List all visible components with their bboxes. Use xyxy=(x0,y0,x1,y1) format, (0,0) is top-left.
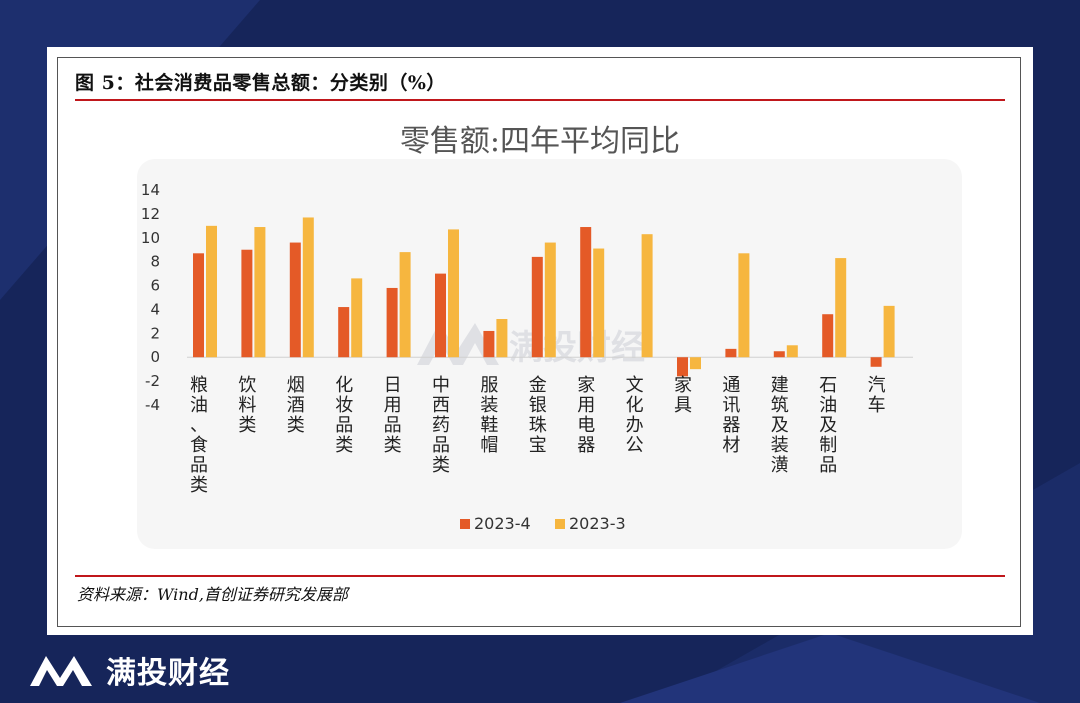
x-category-label: 烟酒类 xyxy=(287,375,305,436)
bar-2023-4 xyxy=(725,348,737,358)
brand-name: 满投财经 xyxy=(106,656,230,691)
bar-2023-4 xyxy=(822,314,834,358)
bar-2023-3 xyxy=(593,248,605,358)
figure-frame xyxy=(57,57,1021,627)
legend-label-2023-3: 2023-3 xyxy=(569,514,626,533)
watermark-text: 满投财经 xyxy=(509,328,645,368)
bar-2023-4 xyxy=(386,287,398,358)
y-tick-label: 14 xyxy=(141,181,160,199)
x-category-label: 金银珠宝 xyxy=(529,375,547,456)
bar-2023-3 xyxy=(544,242,556,358)
x-category-label: 汽车 xyxy=(868,375,886,416)
source-divider xyxy=(75,575,1005,577)
bar-2023-3 xyxy=(690,357,701,370)
chart: 满投财经 零售额:四年平均同比 14 12 10 8 6 4 2 0 -2 -4 粮油、食品类 饮料类 烟酒… xyxy=(137,124,962,549)
bar-2023-3 xyxy=(448,229,459,358)
y-tick-label: 4 xyxy=(150,300,160,318)
legend-label-2023-4: 2023-4 xyxy=(474,514,531,533)
x-category-label: 服装鞋帽 xyxy=(480,375,498,456)
bar-2023-3 xyxy=(738,253,750,358)
bar-2023-3 xyxy=(351,278,363,358)
bar-2023-3 xyxy=(399,252,411,358)
bar-2023-3 xyxy=(496,319,508,358)
bar-2023-4 xyxy=(435,273,446,358)
x-category-label: 饮料类 xyxy=(238,375,256,436)
y-tick-label: 10 xyxy=(141,229,160,247)
bar-2023-3 xyxy=(883,305,895,358)
x-category-label: 家用电器 xyxy=(577,375,595,456)
y-tick-label: 8 xyxy=(150,253,160,271)
bar-2023-3 xyxy=(835,258,847,358)
bar-2023-4 xyxy=(483,330,495,358)
bar-2023-4 xyxy=(677,357,688,377)
y-tick-label: 6 xyxy=(150,277,160,295)
figure-title: 图 5：社会消费品零售总额：分类别（%） xyxy=(75,72,446,94)
brand-logo: 满投财经 xyxy=(26,648,230,692)
y-tick-label: 0 xyxy=(150,348,160,366)
bar-2023-3 xyxy=(786,345,798,358)
title-underline xyxy=(75,99,1005,101)
x-category-label: 中西药品类 xyxy=(432,375,450,476)
x-category-label: 通讯器材 xyxy=(722,375,740,456)
y-tick-label: 12 xyxy=(141,205,160,223)
bar-2023-4 xyxy=(773,351,785,358)
bar-2023-4 xyxy=(580,227,592,358)
y-tick-label: -2 xyxy=(145,372,160,390)
legend-swatch-2023-4 xyxy=(460,519,470,529)
bar-2023-4 xyxy=(531,256,543,358)
legend-swatch-2023-3 xyxy=(555,519,565,529)
y-tick-label: 2 xyxy=(150,324,160,342)
source-note: 资料来源：Wind,首创证券研究发展部 xyxy=(77,585,348,604)
x-category-label: 粮油、食品类 xyxy=(190,375,208,496)
x-category-label: 家具 xyxy=(674,375,692,416)
bar-2023-3 xyxy=(254,227,266,358)
x-category-label: 建筑及装潢 xyxy=(771,375,789,476)
figure-card: 图 5：社会消费品零售总额：分类别（%） 满投财经 零售额:四年平均同比 14 12 1… xyxy=(47,47,1033,635)
bar-2023-4 xyxy=(289,242,301,358)
bar-2023-4 xyxy=(870,357,882,367)
bar-2023-4 xyxy=(241,249,253,358)
bar-2023-3 xyxy=(206,225,217,358)
bar-2023-4 xyxy=(193,253,204,358)
bar-2023-3 xyxy=(302,217,314,358)
background-shape xyxy=(620,633,1040,703)
x-category-label: 文化办公 xyxy=(626,375,644,456)
brand-m-icon xyxy=(30,656,92,686)
y-tick-label: -4 xyxy=(145,396,160,414)
x-category-label: 化妆品类 xyxy=(335,375,353,456)
chart-title: 零售额:四年平均同比 xyxy=(400,124,680,159)
x-category-label: 日用品类 xyxy=(384,375,402,456)
bar-2023-4 xyxy=(338,307,350,358)
bar-2023-3 xyxy=(641,234,653,358)
x-category-label: 石油及制品 xyxy=(819,375,837,476)
